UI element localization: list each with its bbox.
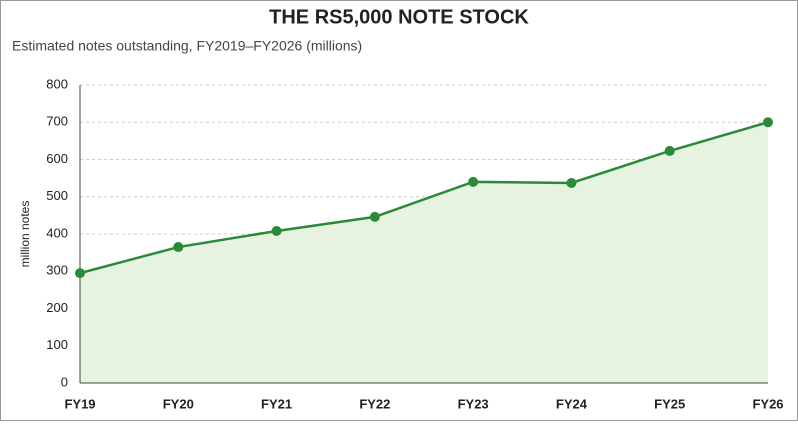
point <box>763 117 773 128</box>
y-tick-label: 600 <box>46 151 68 166</box>
point <box>664 145 675 156</box>
y-axis-label: million notes <box>18 201 32 268</box>
chart-subtitle: Estimated notes outstanding, FY2019–FY20… <box>12 38 362 54</box>
y-tick-label: 700 <box>46 114 68 129</box>
point <box>566 177 577 188</box>
x-tick-label: FY22 <box>359 396 390 411</box>
y-tick-label: 200 <box>46 300 68 315</box>
point <box>369 211 380 222</box>
y-tick-label: 300 <box>46 263 68 278</box>
y-tick-label: 0 <box>61 374 68 389</box>
x-tick-label: FY23 <box>458 396 489 411</box>
x-tick-label: FY19 <box>64 396 95 411</box>
x-tick-label: FY24 <box>556 396 588 411</box>
point <box>75 268 85 279</box>
point <box>468 176 479 187</box>
y-tick-label: 400 <box>46 225 68 240</box>
point <box>173 242 184 253</box>
x-tick-label: FY20 <box>163 396 194 411</box>
x-tick-label: FY26 <box>752 396 783 411</box>
x-tick-label: FY21 <box>261 396 292 411</box>
y-tick-label: 500 <box>46 188 68 203</box>
area <box>80 122 768 383</box>
x-tick-label: FY25 <box>654 396 685 411</box>
y-tick-label: 800 <box>46 76 68 91</box>
point <box>271 226 282 237</box>
chart-title: THE RS5,000 NOTE STOCK <box>269 6 529 28</box>
line <box>79 121 769 275</box>
y-tick-label: 100 <box>46 337 68 352</box>
